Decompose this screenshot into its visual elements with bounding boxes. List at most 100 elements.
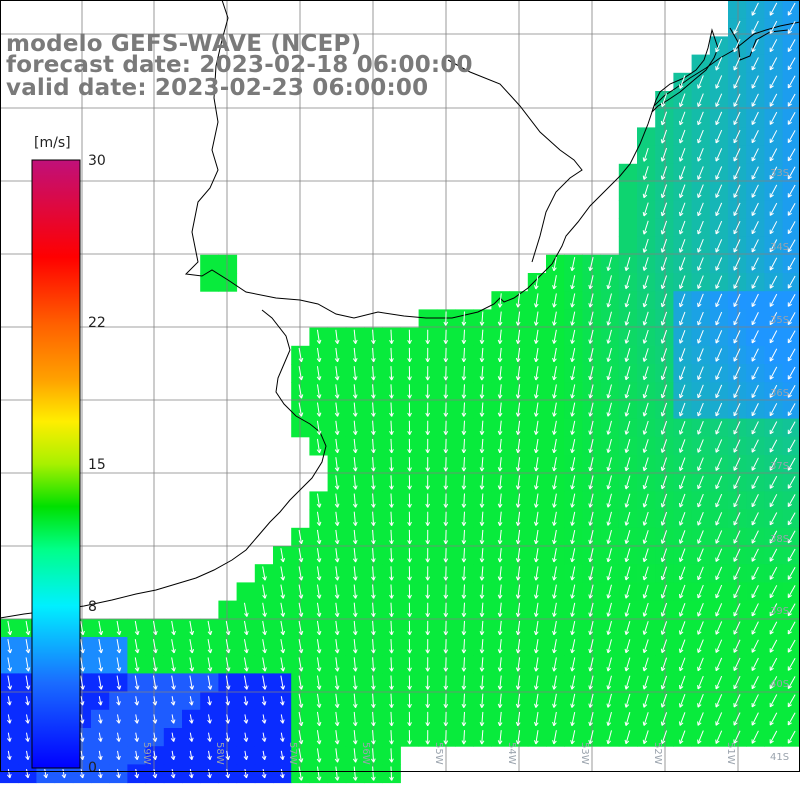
title-model: modelo GEFS-WAVE (NCEP) [6,31,362,57]
wind-arrow [425,620,431,636]
wind-speed-cell [728,0,747,19]
wind-arrow [769,494,778,508]
wind-arrow [570,511,576,526]
wind-arrow [642,657,649,672]
wind-arrow [515,711,521,727]
wind-arrow [515,366,521,381]
wind-arrow [624,639,631,654]
wind-arrow [642,420,649,435]
wind-arrow [588,420,594,435]
wind-arrow [479,329,485,344]
wind-arrow [425,493,431,508]
wind-arrow [787,293,796,307]
wind-arrow [371,402,376,417]
wind-arrow [588,329,594,344]
wind-arrow [189,675,195,690]
wind-arrow [533,420,539,435]
wind-arrow [588,620,594,636]
wind-arrow [334,438,340,454]
wind-speed-cell [637,127,656,147]
wind-arrow [479,511,485,526]
wind-arrow [606,621,612,636]
wind-arrow [552,384,557,399]
wind-arrow [642,712,649,726]
wind-arrow [787,439,796,453]
wind-arrow [316,384,322,399]
wind-arrow [733,239,741,253]
wind-arrow [733,603,741,617]
wind-arrow [570,402,576,417]
wind-arrow [606,730,612,745]
wind-arrow [751,530,759,544]
wind-arrow [479,420,485,435]
wind-arrow [134,675,140,690]
wind-arrow [642,457,649,472]
wind-arrow [733,657,741,672]
wind-arrow [678,402,686,417]
wind-arrow [642,493,649,508]
longitude-label: 56W [360,742,371,765]
wind-arrow [624,493,631,508]
wind-arrow [787,20,796,34]
wind-arrow [334,566,340,581]
wind-arrow [515,730,521,745]
wind-arrow [225,714,231,724]
wind-arrow [461,493,467,508]
wind-arrow [570,493,576,508]
wind-arrow [461,602,467,617]
wind-arrow [570,584,576,599]
wind-arrow [98,675,104,690]
wind-arrow [515,438,521,454]
wind-arrow [769,657,778,671]
wind-arrow [116,696,121,706]
wind-arrow [152,639,158,654]
wind-arrow [371,675,376,690]
wind-arrow [497,529,503,545]
wind-arrow [660,439,668,453]
wind-arrow [316,639,322,654]
wind-arrow [515,620,521,636]
wind-arrow [371,748,376,763]
wind-arrow [497,457,503,472]
wind-arrow [407,620,412,636]
wind-arrow [588,293,594,308]
wind-arrow [407,584,412,599]
wind-arrow [678,238,686,253]
wind-speed-cell [218,273,238,292]
wind-arrow [769,712,778,726]
wind-arrow [79,696,85,706]
wind-arrow [116,714,121,724]
wind-arrow [552,548,557,563]
coastline-patos-lagoon [651,28,719,113]
wind-arrow [334,693,340,708]
wind-arrow [787,384,796,398]
wind-arrow [515,347,521,363]
wind-arrow [769,621,778,635]
wind-arrow [769,475,778,489]
wind-arrow [606,329,612,344]
wind-arrow [769,20,778,34]
wind-arrow [715,311,723,326]
wind-arrow [588,493,594,508]
wind-arrow [751,275,759,289]
wind-arrow [660,293,668,308]
wind-arrow [570,711,576,727]
colorbar-tick-label: 15 [88,457,106,473]
wind-arrow [352,620,358,636]
wind-arrow [389,748,394,763]
wind-arrow [678,712,686,726]
wind-arrow [425,384,431,399]
wind-arrow [787,257,796,271]
wind-arrow [733,712,741,726]
wind-arrow [515,639,521,654]
wind-arrow [352,602,358,617]
wind-arrow [624,566,631,581]
wind-arrow [461,657,467,672]
wind-arrow [171,639,176,654]
colorbar-tick-label: 30 [88,153,106,169]
wind-arrow [588,657,594,672]
wind-arrow [642,675,649,690]
wind-arrow [280,584,286,599]
latitude-label: 33S [770,168,789,179]
wind-arrow [298,347,304,363]
